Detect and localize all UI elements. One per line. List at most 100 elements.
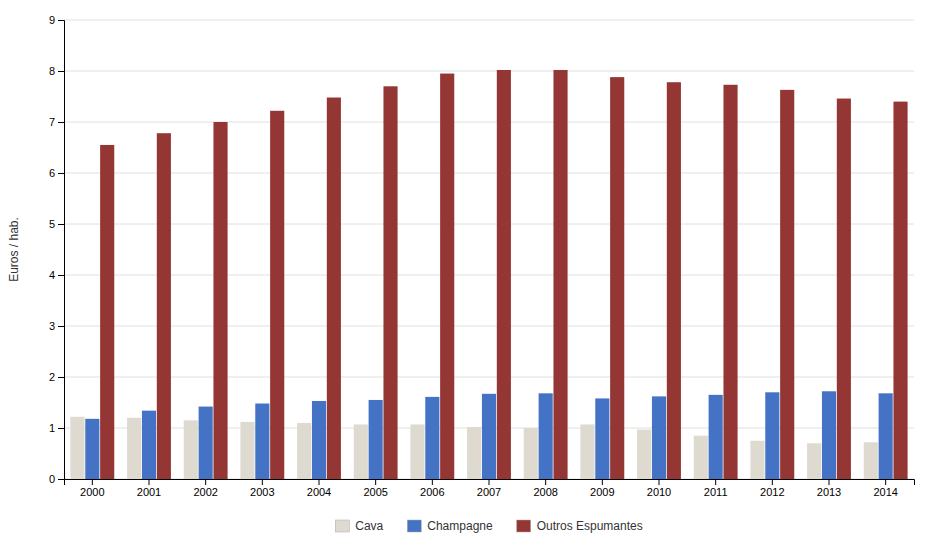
tick-mark: [262, 479, 263, 485]
legend-item: Champagne: [407, 519, 493, 533]
bar: [255, 404, 269, 479]
tick: 2003: [250, 479, 274, 498]
tick: 2008: [533, 479, 557, 498]
bar: [893, 102, 907, 479]
bar: [100, 145, 114, 479]
bar: [765, 392, 779, 479]
bar: [383, 86, 397, 479]
tick-label: 2012: [760, 486, 784, 498]
tick-mark: [58, 173, 64, 174]
grid-line: [64, 71, 914, 72]
tick-mark: [58, 20, 64, 21]
legend-item: Outros Espumantes: [517, 519, 643, 533]
bar: [780, 90, 794, 479]
tick: 4: [49, 269, 64, 281]
tick-mark: [829, 479, 830, 485]
tick-mark: [58, 377, 64, 378]
tick: 6: [49, 167, 64, 179]
tick: 2: [49, 371, 64, 383]
tick: 2001: [137, 479, 161, 498]
bar: [157, 133, 171, 479]
bar: [70, 417, 84, 479]
legend-swatch: [517, 520, 531, 532]
bar: [822, 391, 836, 479]
tick: 2007: [477, 479, 501, 498]
y-axis: 0 1 2 3 4 5 6 7 8 9: [49, 14, 65, 485]
tick-label: 6: [49, 167, 55, 179]
tick-mark: [58, 224, 64, 225]
tick-mark: [375, 479, 376, 485]
bar: [410, 424, 424, 479]
tick-label: 2010: [647, 486, 671, 498]
tick: 3: [49, 320, 64, 332]
bar-series: [70, 417, 877, 479]
bar: [709, 395, 723, 479]
tick-label: 2: [49, 371, 55, 383]
tick-label: 2000: [80, 486, 104, 498]
tick-mark: [92, 479, 93, 485]
tick: 8: [49, 65, 64, 77]
legend: Cava Champagne Outros Espumantes: [335, 519, 642, 533]
tick-mark: [319, 479, 320, 485]
tick: 1: [49, 422, 64, 434]
tick: 2000: [80, 479, 104, 498]
tick-mark: [545, 479, 546, 485]
tick-mark: [58, 479, 64, 480]
bar: [610, 77, 624, 479]
bar: [879, 393, 893, 479]
tick-label: 4: [49, 269, 55, 281]
tick-mark: [58, 326, 64, 327]
bar: [637, 430, 651, 479]
tick: 2005: [363, 479, 387, 498]
tick-label: 5: [49, 218, 55, 230]
plot: 2000200120022003200420052006200720082009…: [49, 14, 915, 498]
bar: [127, 418, 141, 479]
bar: [184, 420, 198, 479]
tick-label: 2006: [420, 486, 444, 498]
tick: 2011: [704, 479, 728, 498]
tick-label: 2002: [193, 486, 217, 498]
tick-label: 2007: [477, 486, 501, 498]
bar: [539, 393, 553, 479]
bar: [425, 397, 439, 479]
bar: [354, 424, 368, 479]
tick-mark: [432, 479, 433, 485]
bar: [652, 396, 666, 479]
bar: [327, 98, 341, 479]
legend-item: Cava: [335, 519, 383, 533]
axis-line: [65, 480, 915, 486]
bar: [297, 423, 311, 479]
axis-title: Euros / hab.: [7, 217, 21, 282]
bar: [864, 442, 878, 479]
tick: 2010: [647, 479, 671, 498]
tick: 7: [49, 116, 64, 128]
tick: 0: [49, 473, 64, 485]
bar: [723, 85, 737, 479]
bar-series: [100, 70, 907, 479]
bar: [553, 70, 567, 479]
bar: [667, 82, 681, 479]
bar: [694, 436, 708, 479]
tick-label: 9: [49, 14, 55, 26]
chart: 2000200120022003200420052006200720082009…: [0, 0, 934, 559]
bar: [85, 419, 99, 479]
tick-mark: [58, 122, 64, 123]
tick-label: 3: [49, 320, 55, 332]
tick: 9: [49, 14, 64, 26]
tick-label: 2014: [873, 486, 897, 498]
bar: [482, 394, 496, 479]
tick-mark: [602, 479, 603, 485]
bar-series: [85, 391, 892, 479]
legend-label: Cava: [355, 519, 383, 533]
bar: [270, 111, 284, 479]
legend-swatch: [407, 520, 421, 532]
tick: 2014: [873, 479, 897, 498]
x-axis: 2000200120022003200420052006200720082009…: [65, 479, 915, 498]
tick-label: 2009: [590, 486, 614, 498]
legend-swatch: [335, 520, 349, 532]
bar: [240, 422, 254, 479]
tick-label: 1: [49, 422, 55, 434]
tick: 2013: [817, 479, 841, 498]
tick-mark: [149, 479, 150, 485]
tick-mark: [715, 479, 716, 485]
